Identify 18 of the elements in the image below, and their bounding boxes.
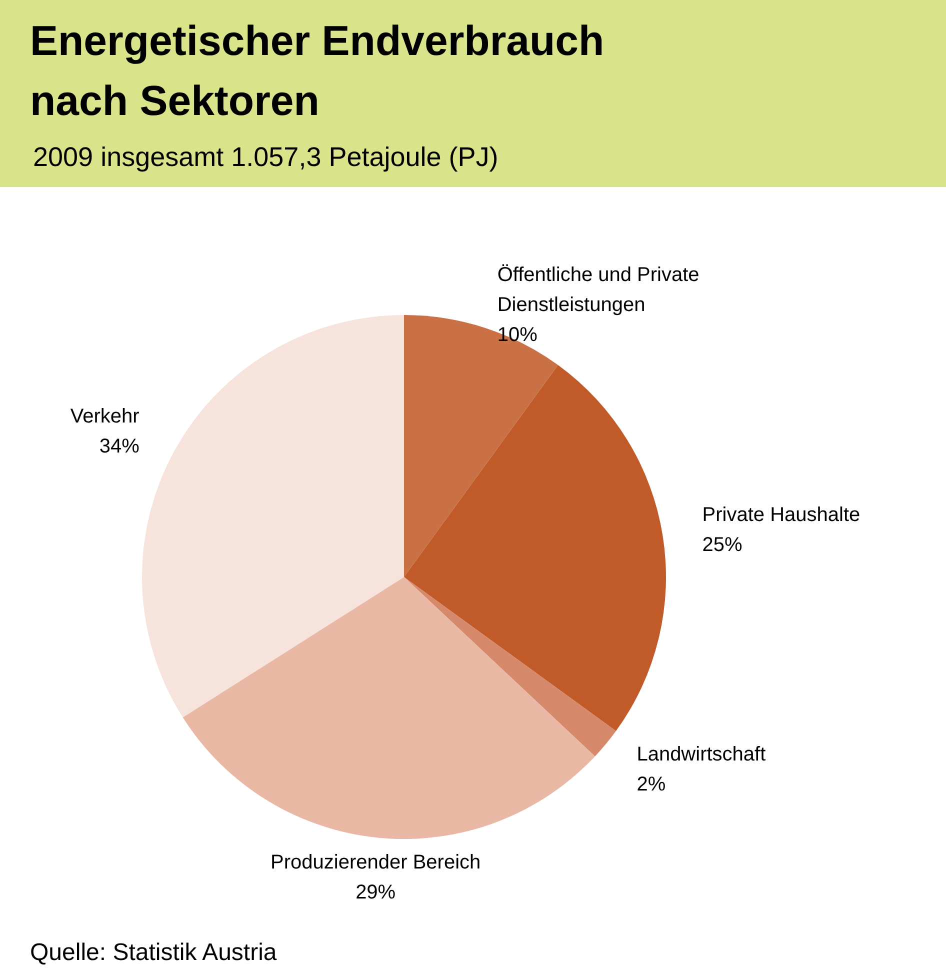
pie-slice	[404, 365, 666, 731]
slice-label: Öffentliche und Private Dienstleistungen	[497, 264, 700, 316]
data-label: 34%	[99, 436, 140, 458]
data-label: 29%	[356, 882, 396, 904]
pie-slice	[182, 577, 595, 839]
pie-slice	[404, 315, 558, 577]
source-note: Quelle: Statistik Austria	[30, 939, 278, 966]
slice-label: Verkehr	[70, 406, 140, 428]
data-label: 10%	[497, 324, 538, 346]
pie-slice	[142, 315, 404, 718]
slice-label: Landwirtschaft	[636, 744, 766, 766]
chart-subtitle: 2009 insgesamt 1.057,3 Petajoule (PJ)	[33, 142, 498, 172]
slice-label: Private Haushalte	[702, 504, 860, 526]
data-label: 25%	[702, 534, 743, 556]
pie-slice	[404, 577, 616, 756]
slice-label: Produzierender Bereich	[270, 852, 481, 874]
data-label: 2%	[636, 774, 666, 796]
chart-title: Energetischer Endverbrauch nach Sektoren	[30, 17, 604, 124]
